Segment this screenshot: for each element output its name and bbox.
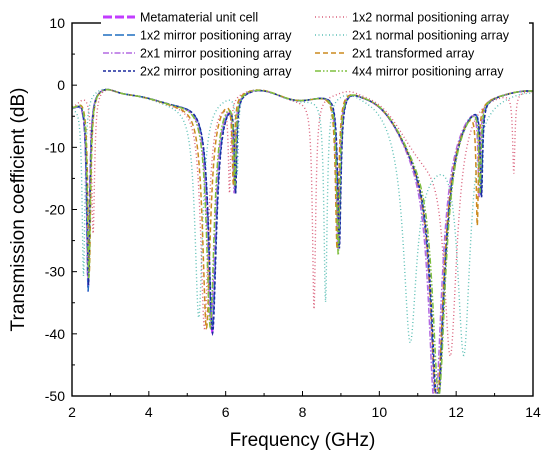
- x-tick-label: 2: [68, 404, 76, 420]
- legend-label: Metamaterial unit cell: [140, 11, 258, 25]
- legend-label: 2x1 transformed array: [352, 47, 475, 61]
- legend-label: 4x4 mirror positioning array: [352, 65, 504, 79]
- y-tick-label: -20: [45, 202, 65, 218]
- series-line-1: [72, 88, 533, 394]
- x-tick-label: 4: [145, 404, 153, 420]
- y-tick-label: -30: [45, 264, 65, 280]
- legend-label: 2x1 mirror positioning array: [140, 47, 292, 61]
- series-line-8: [72, 88, 533, 394]
- y-tick-label: -10: [45, 139, 65, 155]
- legend-label: 1x2 normal positioning array: [352, 11, 510, 25]
- y-tick-label: 0: [57, 77, 65, 93]
- x-tick-label: 14: [525, 404, 541, 420]
- y-tick-label: -40: [45, 326, 65, 342]
- series-line-2: [72, 89, 533, 357]
- legend-background: [101, 8, 529, 80]
- legend: Metamaterial unit cell 1x2 normal positio…: [101, 8, 529, 80]
- series-layer: [72, 88, 533, 394]
- y-axis-title: Transmission coefficient (dB): [8, 88, 29, 332]
- series-line-7: [72, 88, 533, 394]
- x-tick-label: 6: [222, 404, 230, 420]
- legend-label: 1x2 mirror positioning array: [140, 29, 292, 43]
- x-axis-title: Frequency (GHz): [230, 430, 376, 451]
- x-axis-ticks: 2 4 6 8 10 12 14: [68, 391, 541, 420]
- y-tick-label: -50: [45, 388, 65, 404]
- x-tick-label: 10: [372, 404, 388, 420]
- series-line-5: [72, 88, 533, 394]
- series-line-3: [72, 88, 533, 394]
- y-tick-label: 10: [49, 15, 65, 31]
- legend-label: 2x1 normal positioning array: [352, 29, 510, 43]
- legend-label: 2x2 mirror positioning array: [140, 65, 292, 79]
- series-line-6: [72, 88, 533, 394]
- x-tick-label: 8: [299, 404, 307, 420]
- y-axis-ticks: 10 0 -10 -20 -30 -40 -50: [45, 15, 77, 404]
- x-tick-label: 12: [448, 404, 464, 420]
